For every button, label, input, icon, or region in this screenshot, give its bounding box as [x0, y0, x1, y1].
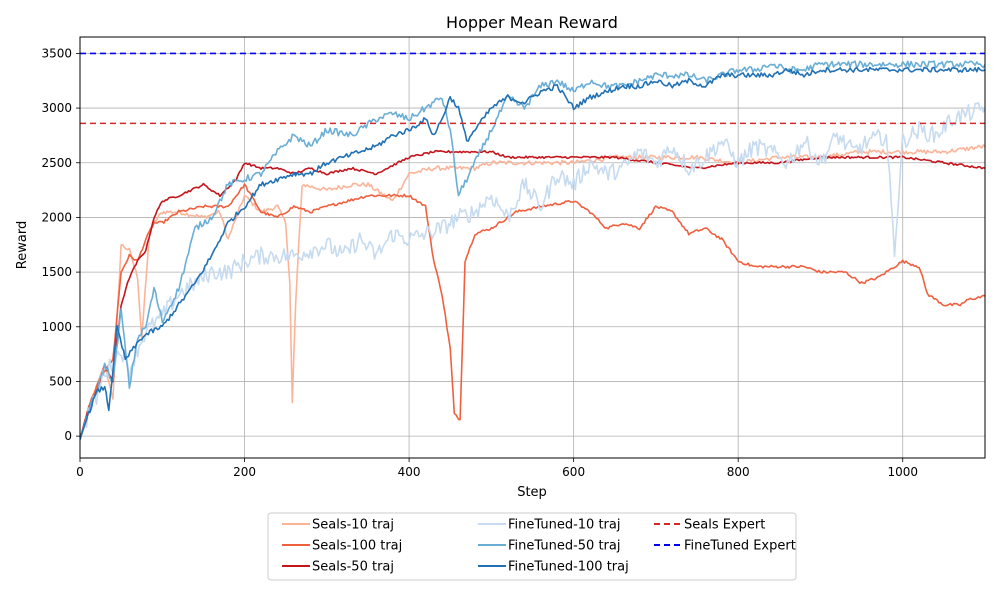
y-tick-label: 0	[64, 429, 72, 443]
x-tick-label: 1000	[887, 465, 918, 479]
seals-100-traj-line	[80, 183, 985, 440]
x-axis-title: Step	[517, 485, 547, 500]
x-tick-label: 800	[727, 465, 750, 479]
x-tick-label: 0	[76, 465, 84, 479]
y-tick-label: 2500	[41, 156, 72, 170]
legend-label-seals-100-traj: Seals-100 traj	[312, 539, 402, 554]
y-tick-label: 500	[49, 374, 72, 388]
axis-ticks: 0 200 400 600 800 1000 0 500 1000 1500 2000 2500 300…	[41, 46, 918, 479]
finetuned-100-traj-line	[80, 66, 985, 440]
legend-label-seals-10-traj: Seals-10 traj	[312, 518, 394, 533]
finetuned-10-traj-line	[80, 101, 985, 440]
plot-frame	[79, 36, 986, 459]
y-tick-label: 3500	[41, 46, 72, 60]
x-tick-label: 400	[398, 465, 421, 479]
legend: Seals-10 traj Seals-100 traj Seals-50 traj…	[267, 512, 797, 581]
y-tick-label: 1500	[41, 265, 72, 279]
x-tick-label: 600	[562, 465, 585, 479]
legend-label-finetuned-50-traj: FineTuned-50 traj	[508, 539, 620, 554]
seals-10-traj-line	[80, 144, 985, 440]
legend-label-seals-expert: Seals Expert	[684, 518, 765, 533]
y-tick-label: 2000	[41, 210, 72, 224]
series-layer	[80, 52, 985, 440]
y-axis-title: Reward	[15, 221, 30, 269]
chart-title: Hopper Mean Reward	[446, 13, 618, 32]
x-tick-label: 200	[233, 465, 256, 479]
legend-label-finetuned-10-traj: FineTuned-10 traj	[508, 518, 620, 533]
legend-label-finetuned-expert: FineTuned Expert	[684, 539, 796, 554]
legend-label-seals-50-traj: Seals-50 traj	[312, 560, 394, 575]
y-tick-label: 1000	[41, 320, 72, 334]
legend-label-finetuned-100-traj: FineTuned-100 traj	[508, 560, 629, 575]
legend-box	[267, 512, 797, 581]
y-tick-label: 3000	[41, 101, 72, 115]
finetuned-50-traj-line	[80, 60, 985, 440]
